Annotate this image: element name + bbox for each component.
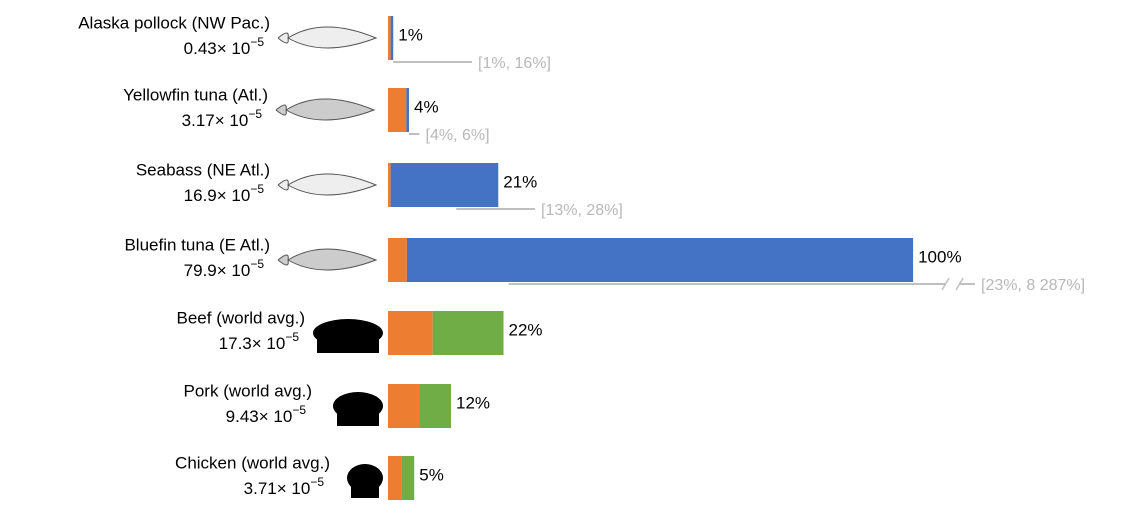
total-label: 4% [414,97,439,116]
intensity-label: 16.9× 10−5 [184,182,265,205]
animal-icon [317,333,379,353]
category-label: Yellowfin tuna (Atl.) [123,85,268,104]
exponent: −5 [250,182,264,196]
multiplier: × 10 [217,261,251,280]
multiplier: × 10 [215,111,249,130]
exponent: −5 [285,330,299,344]
animal-icon [337,406,379,426]
total-label: 1% [398,25,423,44]
bar-segment [401,456,414,500]
chart: Alaska pollock (NW Pac.)0.43× 10−51%[1%,… [0,0,1127,524]
bar-segment [420,384,452,428]
total-label: 21% [503,172,537,191]
category-label: Chicken (world avg.) [175,453,330,472]
total-label: 22% [509,320,543,339]
ci-label: [23%, 8 287%] [981,277,1085,294]
exponent: −5 [292,403,306,417]
animal-icon [351,478,379,498]
bar-segment [388,456,401,500]
bar-segment [391,163,499,207]
mantissa: 9.43 [226,407,259,426]
bar-segment [391,16,394,60]
category-label: Seabass (NE Atl.) [136,160,270,179]
exponent: −5 [250,35,264,49]
intensity-label: 79.9× 10−5 [184,257,265,280]
intensity-label: 17.3× 10−5 [219,330,300,353]
multiplier: × 10 [277,479,311,498]
bar-segment [433,311,504,355]
page: {"chart_data": {"type": "stacked-bar-hor… [0,0,1127,524]
ci-label: [4%, 6%] [426,127,490,144]
bar-segment [388,311,433,355]
category-label: Alaska pollock (NW Pac.) [78,13,270,32]
exponent: −5 [248,107,262,121]
mantissa: 79.9 [184,261,217,280]
category-label: Pork (world avg.) [184,381,312,400]
mantissa: 3.17 [182,111,215,130]
bar-segment [388,88,406,132]
multiplier: × 10 [252,334,286,353]
category-label: Beef (world avg.) [177,308,306,327]
multiplier: × 10 [217,186,251,205]
mantissa: 0.43 [184,39,217,58]
bar-segment [406,88,409,132]
bar-segment [388,384,420,428]
exponent: −5 [250,257,264,271]
exponent: −5 [310,475,324,489]
ci-label: [13%, 28%] [541,202,623,219]
ci-label: [1%, 16%] [478,55,551,72]
category-label: Bluefin tuna (E Atl.) [124,235,270,254]
fish-icon [278,174,376,195]
intensity-label: 9.43× 10−5 [226,403,307,426]
bar-segment [388,238,407,282]
total-label: 100% [918,247,961,266]
bar-segment [407,238,913,282]
mantissa: 16.9 [184,186,217,205]
mantissa: 17.3 [219,334,252,353]
bar-segment [388,163,391,207]
intensity-label: 3.17× 10−5 [182,107,263,130]
total-label: 5% [419,465,444,484]
intensity-label: 3.71× 10−5 [244,475,325,498]
total-label: 12% [456,393,490,412]
fish-icon [278,27,376,48]
fish-icon [278,249,376,270]
multiplier: × 10 [217,39,251,58]
multiplier: × 10 [259,407,293,426]
mantissa: 3.71 [244,479,277,498]
bar-segment [388,16,391,60]
intensity-label: 0.43× 10−5 [184,35,265,58]
fish-icon [276,99,374,120]
